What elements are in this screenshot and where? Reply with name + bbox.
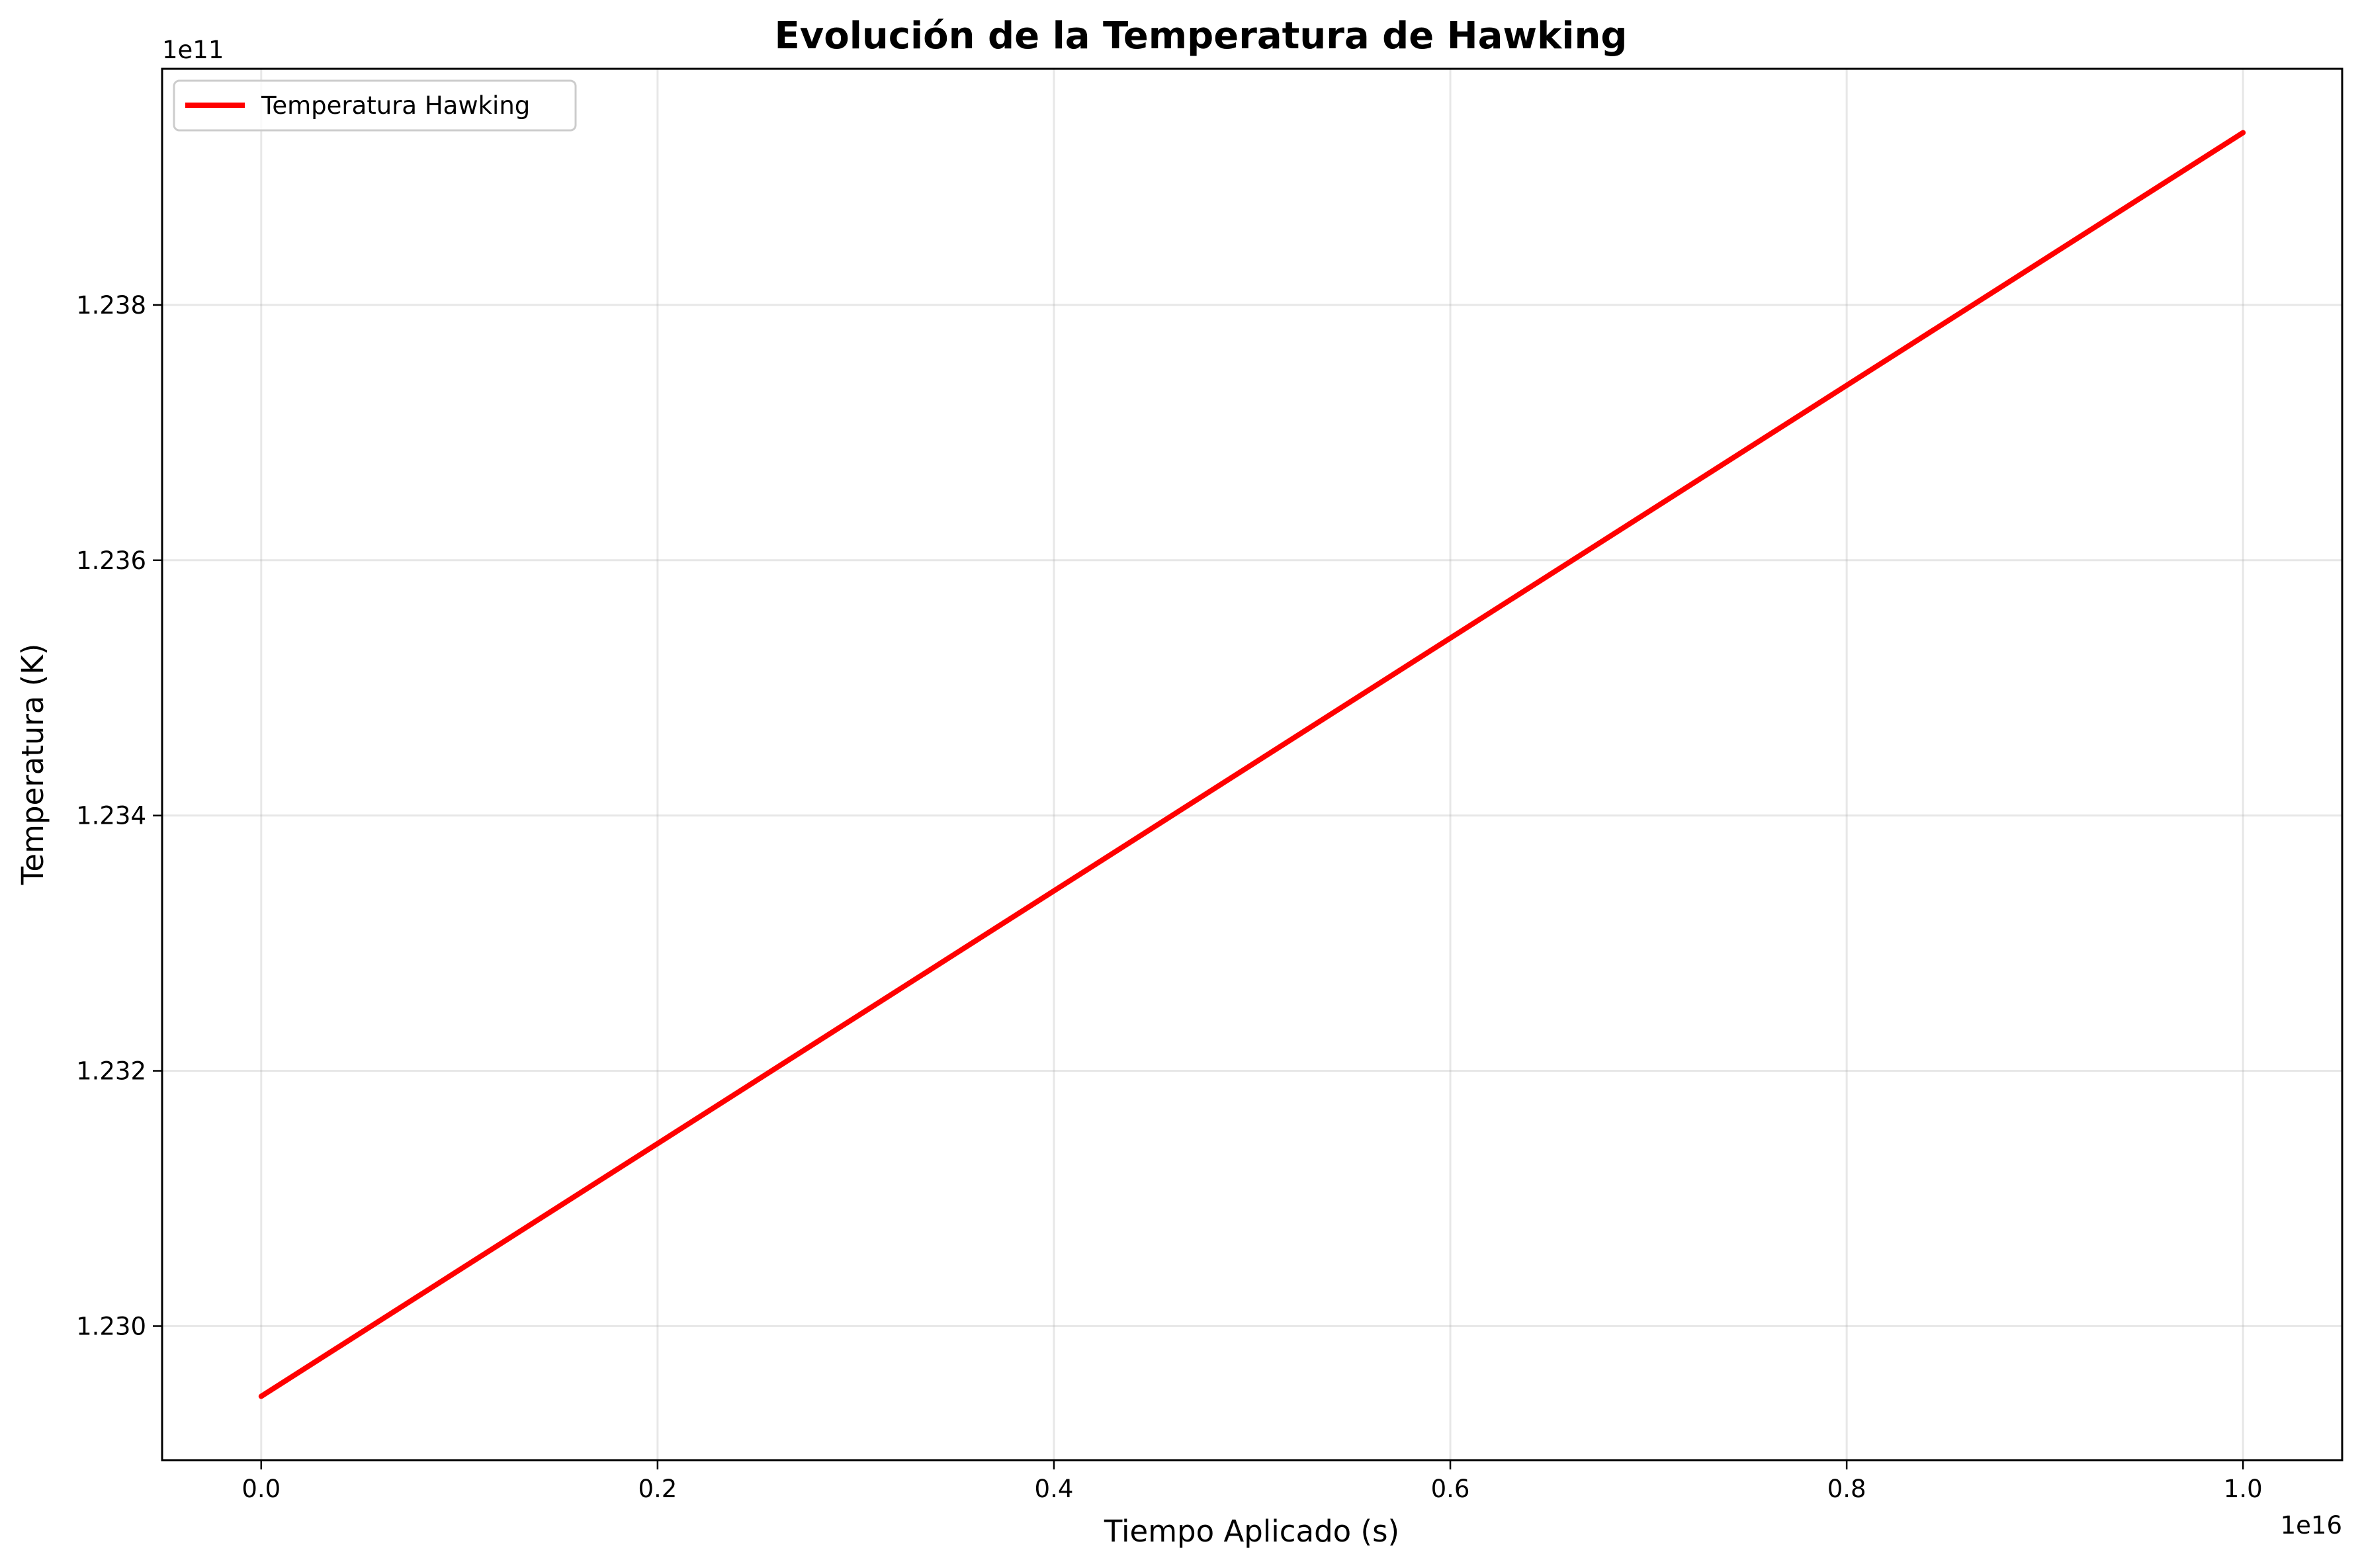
- x-tick-label: 0.4: [1035, 1475, 1074, 1503]
- plot-frame: [161, 67, 2343, 1461]
- legend: Temperatura Hawking: [173, 79, 577, 132]
- y-tick-label: 1.232: [76, 1057, 146, 1086]
- legend-entry-label: Temperatura Hawking: [261, 91, 530, 120]
- x-axis: 0.0 0.2 0.4 0.6 0.8 1.0: [241, 1460, 2263, 1503]
- series-line-temperatura-hawking: [258, 130, 2246, 1399]
- y-tick-label: 1.236: [76, 546, 146, 575]
- y-tick-label: 1.238: [76, 291, 146, 320]
- y-axis-offset-label: 1e11: [162, 36, 224, 64]
- y-axis-label: Temperatura (K): [15, 644, 50, 886]
- legend-box: [173, 79, 577, 132]
- x-tick-label: 0.2: [638, 1475, 677, 1503]
- x-tick-label: 0.6: [1431, 1475, 1470, 1503]
- chart-title: Evolución de la Temperatura de Hawking: [774, 15, 1627, 58]
- series-layer: [258, 130, 2246, 1399]
- x-tick-label: 0.8: [1827, 1475, 1866, 1503]
- y-axis: 1.230 1.232 1.234 1.236 1.238: [76, 291, 162, 1340]
- x-tick-label: 1.0: [2224, 1475, 2263, 1503]
- y-tick-label: 1.234: [76, 802, 146, 830]
- x-axis-offset-label: 1e16: [2281, 1511, 2342, 1540]
- x-tick-label: 0.0: [241, 1475, 281, 1503]
- y-tick-label: 1.230: [76, 1312, 146, 1340]
- grid-lines: [162, 69, 2342, 1460]
- x-axis-label: Tiempo Aplicado (s): [1104, 1514, 1399, 1549]
